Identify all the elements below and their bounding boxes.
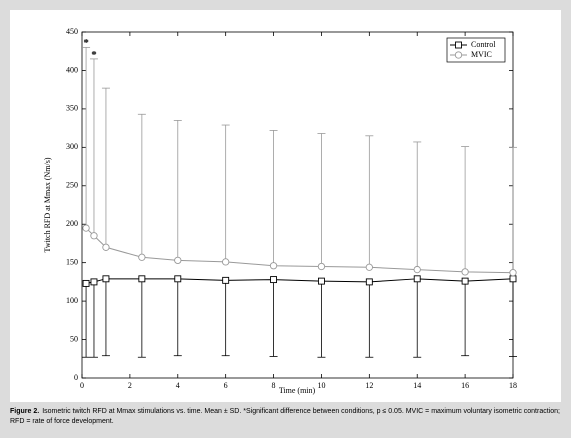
legend-label: Control (471, 40, 496, 49)
data-point (102, 275, 110, 283)
data-point (138, 253, 146, 261)
plot-frame (81, 31, 514, 379)
data-point (222, 276, 230, 284)
x-tick-label: 10 (317, 381, 325, 390)
series-line (85, 227, 514, 274)
y-tick-label: 300 (66, 142, 78, 151)
chart: Twitch RFD at Mmax (Nm/s) Time (min) 0 50… (43, 27, 517, 395)
data-point (222, 258, 230, 266)
y-tick-label: 0 (74, 373, 78, 382)
data-point (269, 262, 278, 270)
y-axis-label: Twitch RFD at Mmax (Nm/s) (43, 157, 52, 252)
y-tick-label: 400 (66, 65, 78, 74)
data-point (365, 278, 373, 286)
x-tick-label: 0 (80, 381, 84, 390)
x-axis-label: Time (min) (279, 386, 316, 395)
data-point (138, 275, 146, 283)
y-tick-label: 200 (66, 219, 78, 228)
data-point (90, 232, 98, 240)
legend-label: MVIC (471, 50, 492, 59)
data-point (509, 269, 517, 277)
data-point (174, 275, 182, 283)
y-tick-label: 350 (66, 104, 78, 113)
data-point (90, 278, 98, 286)
legend-marker (454, 51, 463, 59)
x-tick-label: 18 (509, 381, 517, 390)
data-point (509, 275, 517, 283)
caption-text: Isometric twitch RFD at Mmax stimulation… (10, 408, 560, 425)
data-point (365, 263, 373, 271)
y-tick-label: 150 (66, 257, 78, 266)
x-tick-label: 4 (176, 381, 180, 390)
legend-marker (455, 41, 462, 49)
data-point (461, 277, 469, 285)
data-point (413, 275, 421, 283)
data-point (174, 256, 182, 265)
x-tick-label: 14 (413, 381, 421, 390)
annotation: * (83, 37, 89, 49)
x-tick-label: 2 (128, 381, 132, 390)
y-tick-label: 250 (66, 181, 78, 190)
data-point (413, 265, 421, 274)
figure-panel (10, 10, 561, 402)
caption-label: Figure 2. (10, 408, 40, 415)
series-line (85, 278, 514, 284)
data-point (102, 243, 110, 251)
data-point (82, 279, 90, 287)
y-tick-label: 50 (70, 334, 78, 343)
x-tick-label: 6 (224, 381, 228, 390)
data-point (317, 262, 326, 271)
y-tick-label: 100 (66, 296, 78, 305)
data-point (82, 224, 90, 232)
caption: Figure 2. Isometric twitch RFD at Mmax st… (10, 407, 561, 427)
annotation: * (91, 49, 97, 61)
x-tick-label: 12 (365, 381, 373, 390)
data-point (270, 276, 278, 284)
x-tick-label: 16 (461, 381, 469, 390)
y-tick-label: 450 (66, 27, 78, 36)
data-point (461, 268, 469, 276)
x-tick-label: 8 (272, 381, 276, 390)
data-point (317, 277, 325, 285)
